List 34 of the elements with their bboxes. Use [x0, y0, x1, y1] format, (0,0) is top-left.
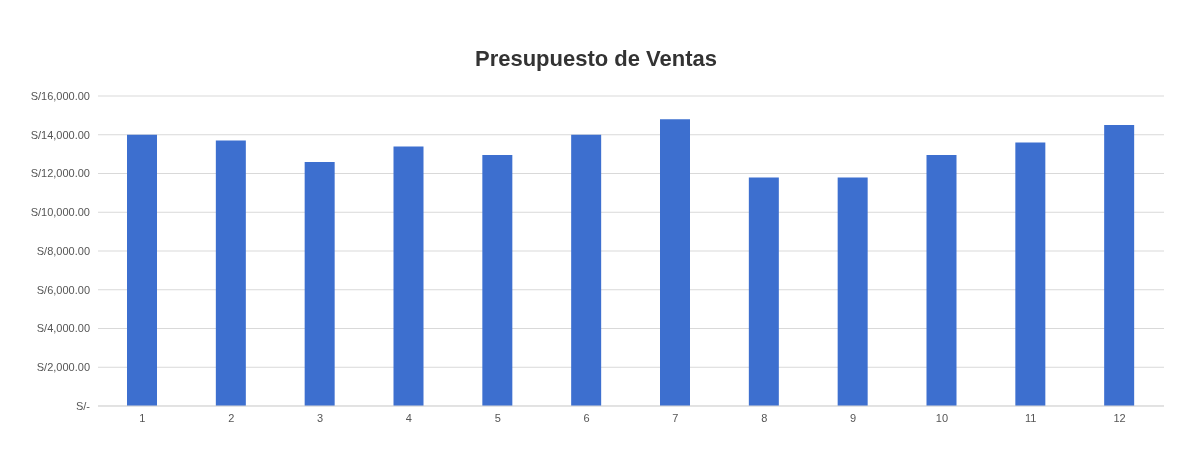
x-tick-label: 7: [672, 411, 679, 424]
x-tick-label: 5: [494, 411, 501, 424]
y-tick-label: S/2,000.00: [36, 361, 90, 374]
bar: [304, 161, 335, 406]
x-tick-label: 11: [1025, 411, 1037, 424]
x-tick-label: 8: [761, 411, 768, 424]
x-tick-label: 12: [1113, 411, 1126, 424]
y-tick-label: S/14,000.00: [30, 128, 90, 141]
x-tick-label: 1: [139, 411, 146, 424]
bar: [482, 155, 513, 406]
y-tick-label: S/16,000.00: [30, 89, 90, 102]
bar: [1104, 125, 1135, 406]
x-tick-label: 9: [850, 411, 857, 424]
x-tick-label: 10: [935, 411, 949, 424]
bar: [837, 177, 868, 406]
bar: [1015, 142, 1046, 406]
y-tick-label: S/-: [75, 399, 91, 412]
x-tick-label: 3: [317, 411, 324, 424]
x-tick-label: 2: [228, 411, 235, 424]
y-tick-label: S/12,000.00: [30, 167, 90, 180]
bar: [215, 140, 246, 406]
bar: [926, 155, 957, 406]
y-tick-label: S/8,000.00: [36, 244, 90, 257]
x-tick-label: 4: [405, 411, 412, 424]
y-tick-label: S/6,000.00: [36, 283, 90, 296]
y-tick-label: S/10,000.00: [30, 206, 90, 219]
chart-title: Presupuesto de Ventas: [473, 45, 719, 71]
bar: [571, 134, 602, 406]
bar: [748, 177, 779, 406]
bar: [127, 134, 157, 406]
bar: [393, 146, 424, 406]
bar: [660, 119, 690, 406]
y-tick-label: S/4,000.00: [36, 322, 90, 335]
x-tick-label: 6: [583, 411, 590, 424]
